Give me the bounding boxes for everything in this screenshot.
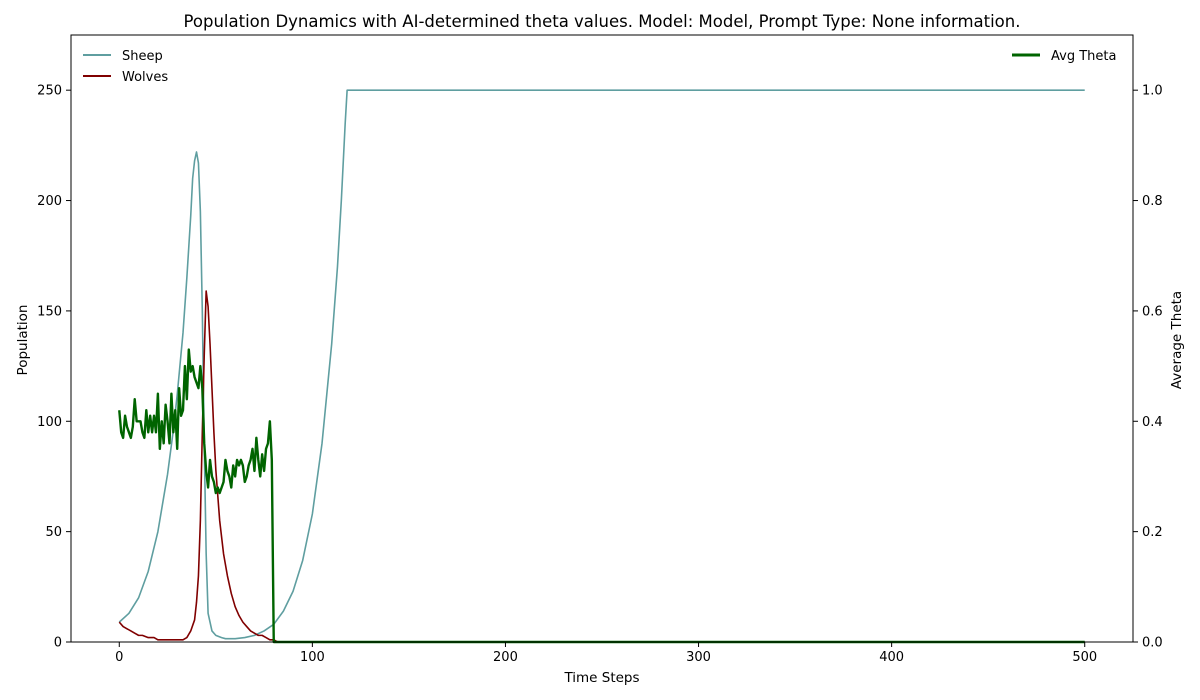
x-tick-label: 100 [300, 650, 325, 665]
y2-tick-label: 1.0 [1142, 84, 1163, 99]
y2-axis: 0.0 0.2 0.4 0.6 0.8 1.0 [1133, 84, 1163, 651]
x-tick-label: 400 [879, 650, 904, 665]
x-tick-label: 300 [686, 650, 711, 665]
series-line-avg-theta [118, 348, 1085, 644]
y2-tick-label: 0.6 [1142, 304, 1163, 319]
y-tick-label: 0 [54, 636, 62, 651]
y-tick-label: 200 [37, 194, 62, 209]
x-axis-title: Time Steps [563, 670, 639, 686]
y2-tick-label: 0.4 [1142, 415, 1163, 430]
y2-tick-label: 0.2 [1142, 525, 1163, 540]
y-tick-label: 100 [37, 415, 62, 430]
legend-label-avg-theta: Avg Theta [1051, 49, 1116, 64]
y2-tick-label: 0.0 [1142, 636, 1163, 651]
series-line-sheep [118, 89, 1085, 640]
legend-label-wolves: Wolves [122, 70, 168, 85]
x-tick-label: 0 [115, 650, 123, 665]
chart-title: Population Dynamics with AI-determined t… [184, 12, 1021, 31]
series-line-wolves [118, 290, 1085, 643]
y2-tick-label: 0.8 [1142, 194, 1163, 209]
x-tick-label: 200 [493, 650, 518, 665]
series-layer [118, 89, 1085, 644]
x-axis: 0 100 200 300 400 500 [115, 642, 1097, 665]
legend-right: Avg Theta [1012, 49, 1116, 64]
y2-axis-title: Average Theta [1169, 291, 1185, 389]
y-tick-label: 50 [45, 525, 62, 540]
y-tick-label: 250 [37, 84, 62, 99]
y-axis: 0 50 100 150 200 250 [37, 84, 71, 651]
legend-label-sheep: Sheep [122, 49, 163, 64]
legend-left: Sheep Wolves [83, 49, 168, 85]
y-tick-label: 150 [37, 304, 62, 319]
x-tick-label: 500 [1072, 650, 1097, 665]
plot-frame [70, 34, 1134, 643]
y-axis-title: Population [15, 305, 31, 376]
